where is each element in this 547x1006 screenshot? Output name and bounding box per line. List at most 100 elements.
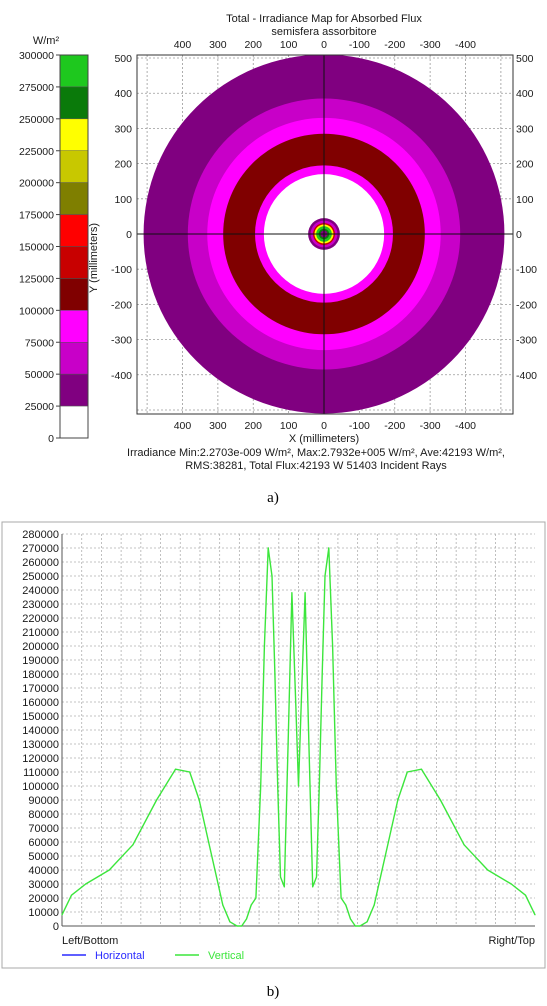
profile-y-tick-2: 260000 bbox=[22, 557, 59, 569]
map-x-tick-bottom-7: -300 bbox=[420, 420, 441, 432]
map-y-tick-right-5: 0 bbox=[516, 229, 522, 241]
series-point-vertical bbox=[324, 575, 326, 577]
colorbar-tick-label-11: 25000 bbox=[25, 401, 54, 413]
colorbar-tick-label-3: 225000 bbox=[19, 146, 54, 158]
map-x-tick-bottom-4: 0 bbox=[321, 420, 327, 432]
profile-y-tick-7: 210000 bbox=[22, 627, 59, 639]
series-point-vertical bbox=[335, 785, 337, 787]
map-x-tick-top-2: 200 bbox=[244, 39, 262, 51]
series-point-vertical bbox=[108, 869, 110, 871]
map-x-tick-bottom-1: 300 bbox=[209, 420, 227, 432]
profile-y-tick-21: 70000 bbox=[28, 823, 59, 835]
series-point-vertical bbox=[378, 883, 380, 885]
series-point-vertical bbox=[263, 645, 266, 647]
caption-a: a) bbox=[267, 490, 279, 506]
map-y-tick-left-0: 500 bbox=[114, 53, 132, 65]
series-point-vertical bbox=[156, 799, 158, 801]
legend-label-vertical: Vertical bbox=[208, 950, 244, 962]
series-point-vertical bbox=[189, 771, 191, 773]
map-y-tick-left-6: -100 bbox=[111, 264, 132, 276]
map-y-tick-left-2: 300 bbox=[114, 123, 132, 135]
map-tick-labels: 400 400 300 300 200 200 100 100 0 0 -100 -100 -200 -2… bbox=[111, 39, 537, 432]
colorbar-swatch-2 bbox=[59, 118, 89, 152]
series-point-vertical bbox=[406, 771, 408, 773]
colorbar-tick-label-12: 0 bbox=[48, 433, 54, 445]
series-point-vertical bbox=[287, 743, 289, 745]
map-x-tick-top-0: 400 bbox=[174, 39, 192, 51]
series-point-vertical bbox=[236, 925, 238, 927]
series-point-vertical bbox=[260, 785, 262, 787]
colorbar-tick-label-0: 300000 bbox=[19, 50, 54, 62]
series-point-vertical bbox=[345, 904, 347, 906]
map-x-tick-bottom-0: 400 bbox=[174, 420, 192, 432]
profile-y-tick-18: 100000 bbox=[22, 781, 59, 793]
series-point-vertical bbox=[387, 841, 389, 843]
colorbar-tick-label-4: 200000 bbox=[19, 178, 54, 190]
colorbar-tick-label-6: 150000 bbox=[19, 242, 54, 254]
series-point-vertical bbox=[321, 673, 323, 675]
series-point-vertical bbox=[271, 575, 273, 577]
profile-y-tick-1: 270000 bbox=[22, 543, 59, 555]
series-point-vertical bbox=[297, 785, 300, 787]
series-point-vertical bbox=[241, 925, 243, 927]
map-x-axis-label: X (millimeters) bbox=[289, 433, 359, 445]
series-point-vertical bbox=[366, 921, 368, 923]
series-point-vertical bbox=[420, 768, 423, 770]
irradiance-profile-chart: 280000 270000 260000 250000 240000 230000 2200… bbox=[1, 521, 546, 1000]
series-point-vertical bbox=[318, 785, 320, 787]
colorbar-swatch-6 bbox=[59, 246, 89, 279]
profile-y-tick-5: 230000 bbox=[22, 599, 59, 611]
profile-y-tick-20: 80000 bbox=[28, 809, 59, 821]
caption-b: b) bbox=[267, 984, 280, 1000]
profile-y-tick-25: 30000 bbox=[28, 879, 59, 891]
map-stats-line-2: RMS:38281, Total Flux:42193 W 51403 Inci… bbox=[185, 460, 447, 472]
colorbar-swatch-0 bbox=[59, 54, 89, 88]
profile-y-tick-labels: 280000 270000 260000 250000 240000 230000 2200… bbox=[22, 529, 59, 933]
series-point-vertical bbox=[85, 883, 87, 885]
series-point-vertical bbox=[312, 886, 314, 888]
series-point-vertical bbox=[510, 883, 512, 885]
map-x-tick-top-8: -400 bbox=[455, 39, 476, 51]
profile-y-tick-10: 180000 bbox=[22, 669, 59, 681]
map-y-axis-label: Y (millimeters) bbox=[88, 223, 100, 293]
legend: Horizontal Vertical bbox=[62, 950, 244, 962]
map-x-tick-top-6: -200 bbox=[384, 39, 405, 51]
map-y-tick-right-7: -200 bbox=[516, 299, 537, 311]
map-y-tick-left-8: -300 bbox=[111, 335, 132, 347]
series-point-vertical bbox=[255, 897, 257, 899]
series-point-vertical bbox=[300, 701, 302, 703]
series-point-vertical bbox=[274, 673, 276, 675]
colorbar-swatch-9 bbox=[59, 342, 89, 375]
series-point-vertical bbox=[373, 904, 375, 906]
series-point-vertical bbox=[534, 914, 536, 916]
map-y-tick-right-0: 500 bbox=[516, 53, 534, 65]
series-point-vertical bbox=[283, 886, 285, 888]
profile-y-tick-0: 280000 bbox=[22, 529, 59, 541]
map-x-tick-top-3: 100 bbox=[280, 39, 298, 51]
map-x-tick-top-4: 0 bbox=[321, 39, 327, 51]
series-point-vertical bbox=[70, 894, 73, 896]
map-y-tick-left-1: 400 bbox=[114, 88, 132, 100]
colorbar-swatch-3 bbox=[59, 150, 89, 183]
series-point-vertical bbox=[291, 592, 293, 594]
colorbar-tick-label-1: 275000 bbox=[19, 82, 54, 94]
profile-y-tick-13: 150000 bbox=[22, 711, 59, 723]
series-point-vertical bbox=[250, 904, 252, 906]
map-plot-area bbox=[136, 54, 514, 415]
profile-y-tick-4: 240000 bbox=[22, 585, 59, 597]
series-point-vertical bbox=[217, 883, 219, 885]
profile-y-tick-28: 0 bbox=[53, 921, 59, 933]
series-point-vertical bbox=[328, 547, 330, 549]
series-point-vertical bbox=[198, 799, 200, 801]
series-point-vertical bbox=[174, 768, 177, 770]
map-y-tick-left-3: 200 bbox=[114, 159, 132, 171]
series-point-vertical bbox=[295, 701, 297, 703]
series-point-vertical bbox=[279, 876, 282, 878]
series-point-vertical bbox=[304, 592, 306, 594]
colorbar-tick-label-2: 250000 bbox=[19, 114, 54, 126]
colorbar-tick-label-7: 125000 bbox=[19, 273, 54, 285]
profile-series bbox=[61, 547, 536, 927]
series-point-vertical bbox=[132, 844, 134, 846]
profile-y-tick-9: 190000 bbox=[22, 655, 59, 667]
